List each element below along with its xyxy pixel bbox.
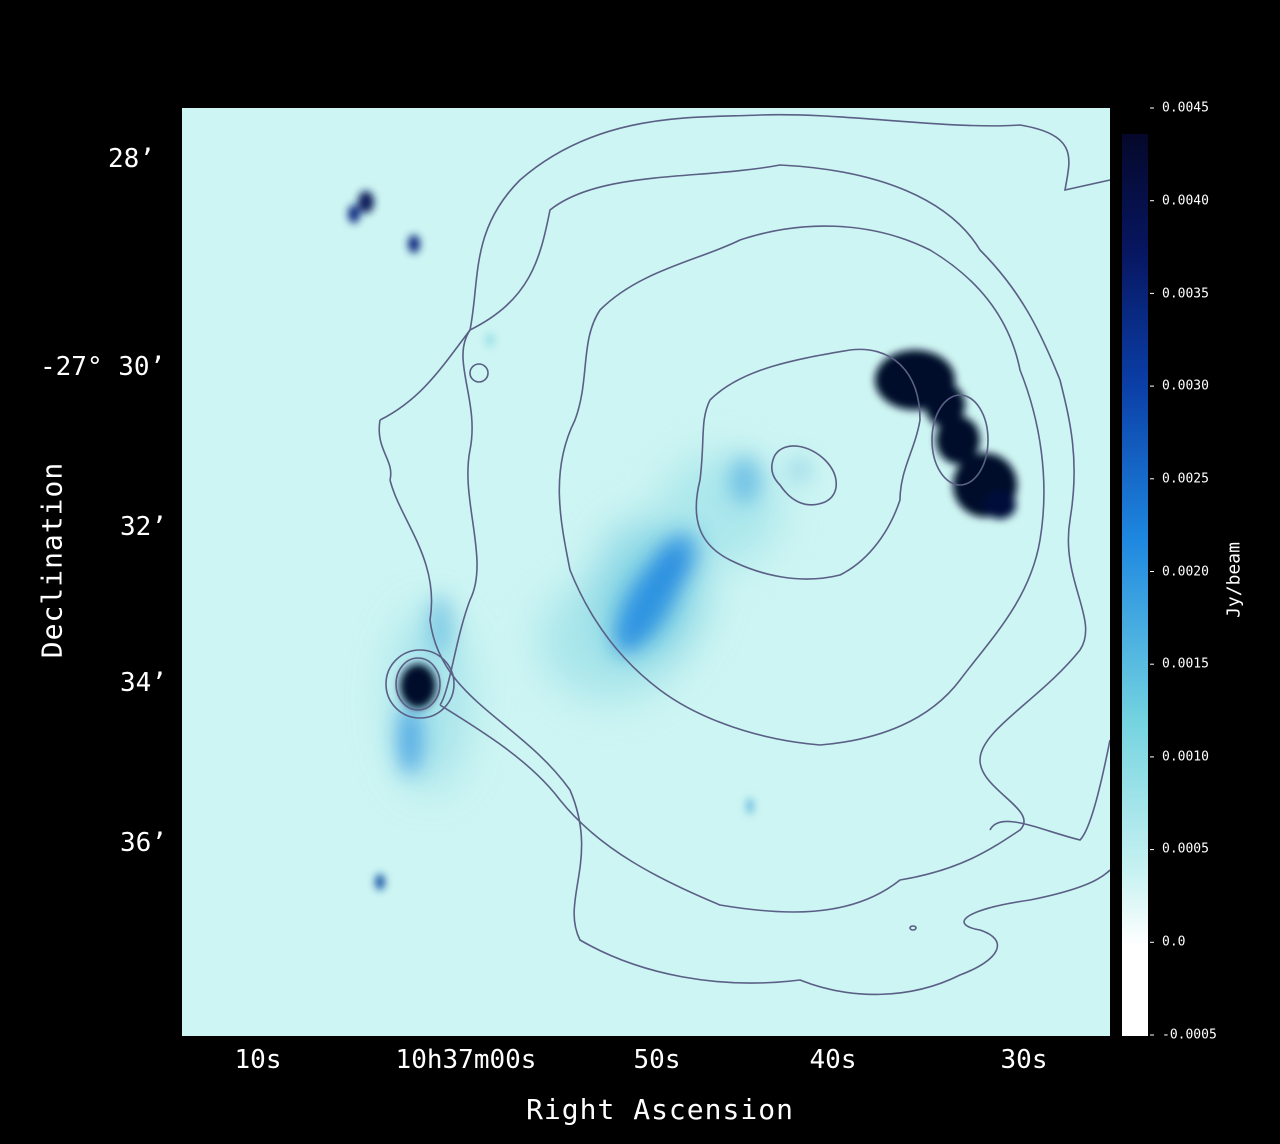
contour-source-ring-outer	[385, 649, 455, 719]
jet-bright-ridge	[398, 456, 810, 775]
contour-outer-bottom	[389, 479, 1110, 996]
x-tick-label: 10h37m00s	[395, 1045, 537, 1075]
contour-lines	[378, 113, 1110, 996]
colorbar-tick-label: 0.0030	[1162, 378, 1209, 394]
y-tick-label: 28’	[108, 144, 155, 174]
colorbar-tick-label: 0.0025	[1162, 471, 1209, 487]
contour-2-left	[439, 329, 478, 706]
contour-outer-right	[989, 739, 1110, 841]
colorbar-tick-label: -0.0005	[1162, 1027, 1217, 1043]
bright-lobe	[875, 350, 1017, 519]
x-tick-label: 10s	[234, 1045, 282, 1075]
colorbar-tick-label: 0.0005	[1162, 841, 1209, 857]
x-tick-label: 40s	[809, 1045, 857, 1075]
contour-lobe-ring	[931, 394, 989, 486]
sky-map	[182, 108, 1110, 1036]
contour-source-ring-inner	[395, 657, 441, 711]
y-tick-label: 36’	[120, 828, 167, 858]
y-tick-label: -27° 30’	[40, 352, 166, 382]
contour-2	[439, 164, 1087, 913]
colorbar-tick-label: 0.0	[1162, 934, 1186, 950]
colorbar-tick-label: 0.0035	[1162, 286, 1209, 302]
contour-tiny	[909, 925, 917, 931]
colorbar-tick-label: 0.0015	[1162, 656, 1209, 672]
x-tick-label: 30s	[1000, 1045, 1048, 1075]
colorbar-tick-label: 0.0010	[1162, 749, 1209, 765]
contour-4	[695, 348, 921, 580]
x-axis-title: Right Ascension	[526, 1093, 794, 1126]
colorbar-tick-label: 0.0020	[1162, 564, 1209, 580]
y-tick-label: 32’	[120, 512, 167, 542]
contour-core	[770, 445, 838, 506]
contour-3	[558, 225, 1045, 746]
colorbar-unit-label: Jy/beam	[1223, 542, 1245, 618]
colorbar-tick-label: 0.0040	[1162, 193, 1209, 209]
y-axis-title: Declination	[35, 461, 69, 659]
colorbar-tick-label: 0.0045	[1162, 100, 1209, 116]
compact-sources	[348, 191, 754, 890]
contour-outer-left-hook	[378, 419, 392, 481]
x-tick-label: 50s	[633, 1045, 681, 1075]
y-tick-label: 34’	[120, 668, 167, 698]
colorbar	[1122, 107, 1154, 1036]
contour-small-circle	[469, 363, 489, 383]
